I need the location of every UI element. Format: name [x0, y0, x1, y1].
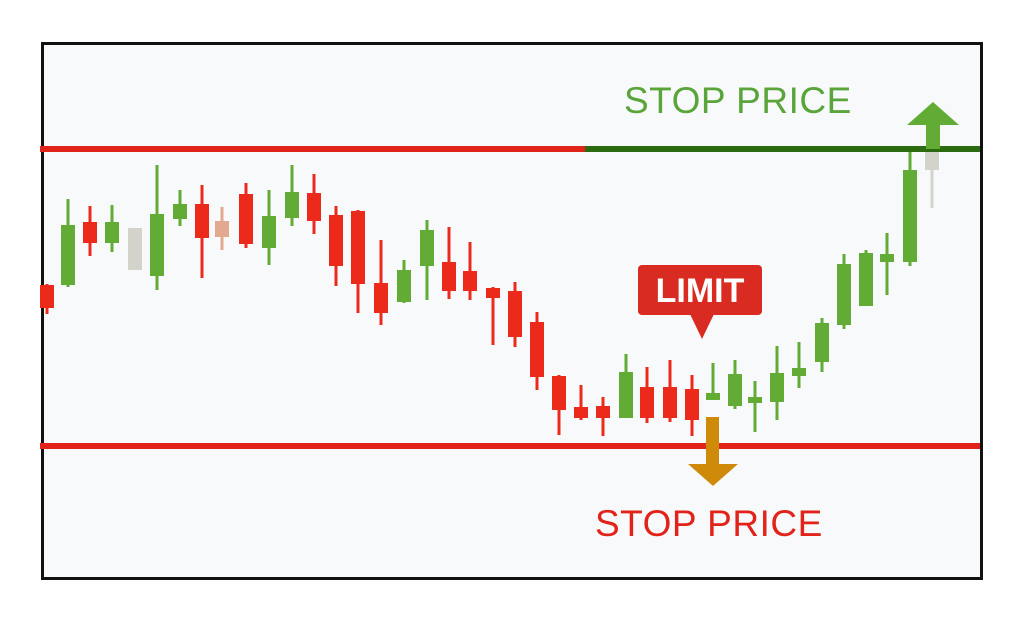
candle-wick [579, 385, 583, 420]
candle-body [770, 373, 784, 402]
candle-body [215, 221, 229, 237]
arrow-down-icon-shaft [706, 417, 719, 465]
stop-price-upper-label: STOP PRICE [624, 80, 852, 121]
candle-body [128, 228, 142, 270]
candle-wick [379, 240, 383, 325]
candle-body [596, 406, 610, 418]
candle-body [663, 387, 677, 418]
candle-body [262, 216, 276, 248]
candle-body [374, 283, 388, 313]
candle-body [329, 215, 343, 266]
candle-body [925, 152, 939, 170]
candle-body [685, 389, 699, 420]
candle-body [420, 230, 434, 266]
candle-body [706, 393, 720, 400]
candle-body [880, 254, 894, 262]
candle-body [728, 374, 742, 406]
arrow-down-icon [688, 464, 738, 486]
candle-body [442, 262, 456, 291]
candle-body [150, 214, 164, 276]
candle-body [574, 407, 588, 418]
stop-line-upper-red [40, 146, 585, 152]
candle-body [351, 211, 365, 284]
candle-body [83, 222, 97, 243]
candle-body [619, 372, 633, 418]
candle-body [640, 387, 654, 418]
candle-body [486, 288, 500, 298]
candle-body [239, 194, 253, 244]
candle-body [307, 193, 321, 221]
candle-wick [711, 363, 715, 400]
candle-body [508, 291, 522, 337]
limit-badge-pointer [690, 314, 714, 339]
stop-line-lower [40, 443, 980, 449]
candle-wick [797, 342, 801, 388]
limit-badge: LIMIT [638, 265, 762, 315]
candle-body [903, 170, 917, 262]
candle-body [815, 323, 829, 362]
candle-wick [885, 233, 889, 295]
candle-body [61, 225, 75, 285]
candle-body [195, 204, 209, 238]
candle-body [463, 271, 477, 291]
candle-body [859, 253, 873, 306]
candle-body [285, 192, 299, 218]
stop-price-lower-label: STOP PRICE [595, 503, 823, 544]
arrow-up-icon-shaft [926, 123, 940, 149]
candle-body [530, 322, 544, 377]
candle-body [40, 285, 54, 308]
candle-body [397, 270, 411, 302]
candle-body [837, 264, 851, 325]
candle-body [792, 368, 806, 376]
candle-body [748, 397, 762, 403]
arrow-up-icon [907, 102, 959, 125]
candle-wick [491, 287, 495, 345]
candle-wick [753, 381, 757, 432]
stop-line-upper-green [585, 146, 980, 152]
candle-body [105, 222, 119, 243]
candle-body [552, 376, 566, 410]
candle-body [173, 204, 187, 219]
candle-wick [930, 153, 934, 208]
